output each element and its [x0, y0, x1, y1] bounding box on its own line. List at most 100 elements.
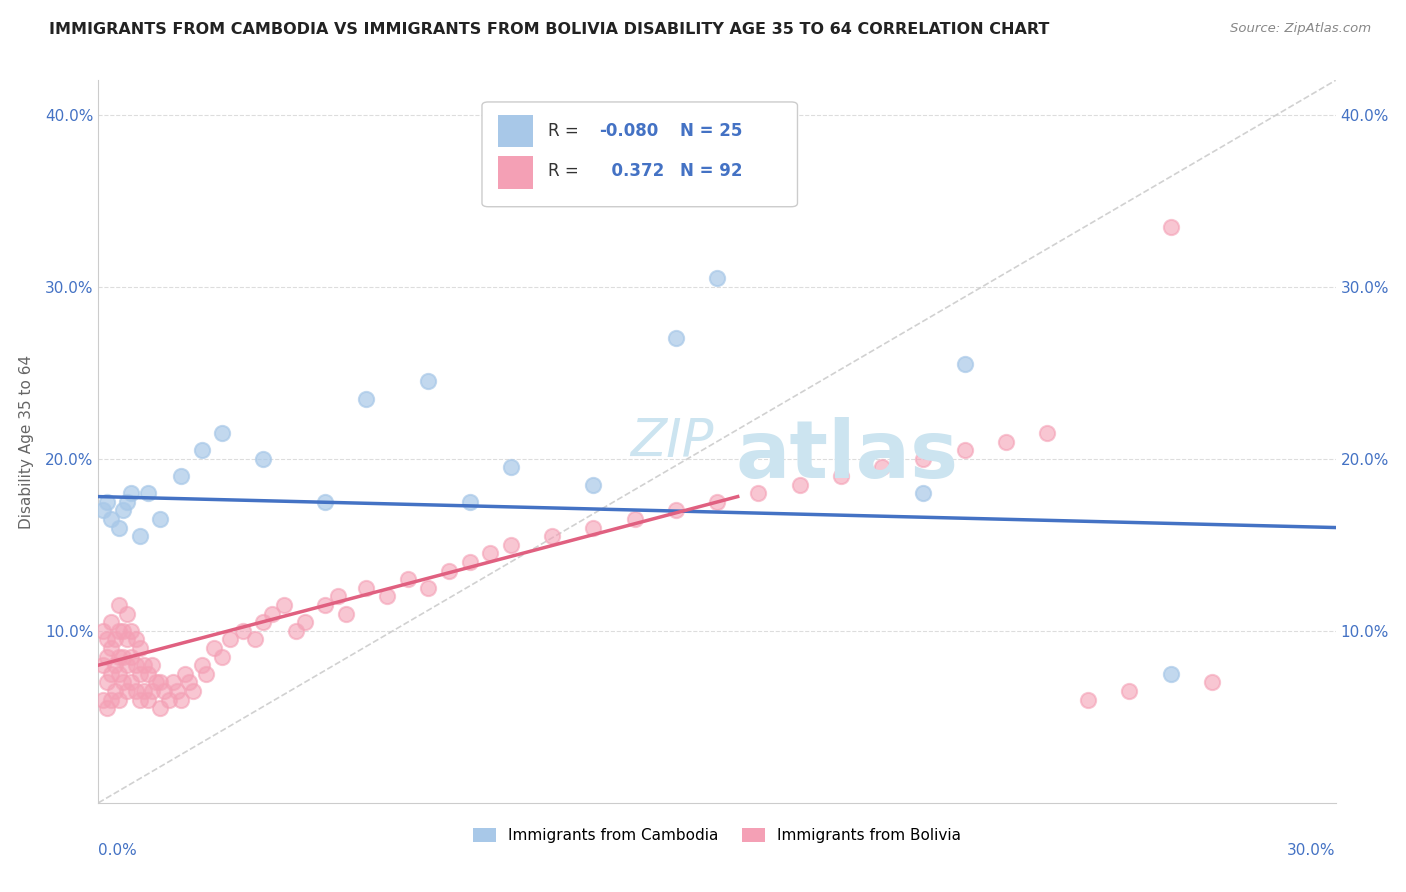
Point	[437, 564, 460, 578]
Text: 0.0%: 0.0%	[98, 843, 138, 857]
Point	[91, 658, 114, 673]
Point	[170, 692, 193, 706]
Point	[104, 632, 127, 647]
Point	[273, 598, 295, 612]
Point	[145, 675, 167, 690]
Point	[136, 666, 159, 681]
Point	[582, 520, 605, 534]
Point	[335, 607, 357, 621]
Point	[356, 581, 378, 595]
Point	[128, 692, 150, 706]
Point	[112, 649, 135, 664]
Point	[91, 692, 114, 706]
Point	[211, 649, 233, 664]
Point	[582, 477, 605, 491]
Text: IMMIGRANTS FROM CAMBODIA VS IMMIGRANTS FROM BOLIVIA DISABILITY AGE 35 TO 64 CORR: IMMIGRANTS FROM CAMBODIA VS IMMIGRANTS F…	[49, 22, 1050, 37]
Point	[166, 684, 188, 698]
Text: 30.0%: 30.0%	[1288, 843, 1336, 857]
Point	[870, 460, 893, 475]
Point	[994, 434, 1017, 449]
Point	[181, 684, 204, 698]
Point	[1201, 675, 1223, 690]
Point	[1160, 219, 1182, 234]
Point	[96, 701, 118, 715]
Point	[108, 520, 131, 534]
Text: N = 25: N = 25	[681, 122, 742, 140]
Point	[285, 624, 308, 638]
Point	[100, 512, 122, 526]
Point	[112, 675, 135, 690]
Point	[314, 598, 336, 612]
Point	[260, 607, 283, 621]
Point	[243, 632, 266, 647]
Legend: Immigrants from Cambodia, Immigrants from Bolivia: Immigrants from Cambodia, Immigrants fro…	[467, 822, 967, 849]
Point	[108, 692, 131, 706]
FancyBboxPatch shape	[498, 156, 533, 189]
Point	[149, 675, 172, 690]
Point	[170, 469, 193, 483]
Point	[108, 649, 131, 664]
Point	[747, 486, 769, 500]
Point	[120, 649, 142, 664]
Point	[91, 624, 114, 638]
Text: R =: R =	[547, 122, 583, 140]
Point	[179, 675, 201, 690]
FancyBboxPatch shape	[482, 102, 797, 207]
Point	[458, 494, 481, 508]
Point	[252, 615, 274, 630]
Point	[194, 666, 217, 681]
Text: N = 92: N = 92	[681, 161, 742, 179]
Point	[1077, 692, 1099, 706]
Point	[252, 451, 274, 466]
Point	[132, 658, 155, 673]
Point	[375, 590, 398, 604]
Point	[418, 375, 440, 389]
Point	[190, 658, 212, 673]
Point	[117, 632, 139, 647]
Text: R =: R =	[547, 161, 583, 179]
Point	[219, 632, 242, 647]
Point	[117, 494, 139, 508]
Point	[128, 666, 150, 681]
Point	[124, 632, 146, 647]
Point	[418, 581, 440, 595]
Point	[153, 684, 176, 698]
Text: atlas: atlas	[735, 417, 959, 495]
Point	[912, 451, 935, 466]
Point	[104, 658, 127, 673]
Y-axis label: Disability Age 35 to 64: Disability Age 35 to 64	[18, 354, 34, 529]
Point	[136, 486, 159, 500]
Point	[128, 640, 150, 655]
Point	[1036, 425, 1059, 440]
Point	[120, 486, 142, 500]
Point	[190, 443, 212, 458]
Point	[1118, 684, 1140, 698]
Point	[112, 624, 135, 638]
Point	[953, 443, 976, 458]
Point	[100, 692, 122, 706]
Point	[100, 666, 122, 681]
Point	[120, 624, 142, 638]
Point	[100, 615, 122, 630]
Point	[117, 684, 139, 698]
Point	[211, 425, 233, 440]
Point	[128, 529, 150, 543]
Point	[174, 666, 197, 681]
Point	[479, 546, 502, 560]
Point	[326, 590, 349, 604]
Point	[104, 684, 127, 698]
Point	[499, 538, 522, 552]
Point	[202, 640, 225, 655]
Point	[294, 615, 316, 630]
Point	[96, 494, 118, 508]
Point	[162, 675, 184, 690]
Point	[91, 503, 114, 517]
Point	[499, 460, 522, 475]
Point	[912, 486, 935, 500]
Point	[112, 503, 135, 517]
Text: -0.080: -0.080	[599, 122, 659, 140]
Point	[356, 392, 378, 406]
Text: 0.372: 0.372	[599, 161, 664, 179]
Point	[706, 494, 728, 508]
Point	[124, 658, 146, 673]
